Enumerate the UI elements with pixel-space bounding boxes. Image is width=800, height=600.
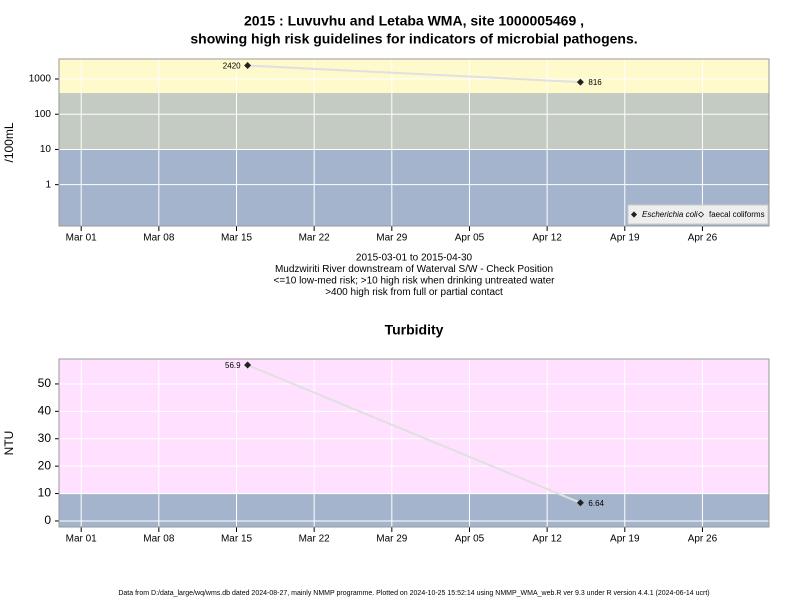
data-point: [576, 499, 584, 507]
chart-note: <=10 low-med risk; >10 high risk when dr…: [274, 276, 556, 287]
y-tick-label: 10: [40, 144, 52, 155]
legend-label: Escherichia coli: [642, 210, 698, 219]
x-tick-label: Apr 05: [455, 233, 485, 244]
chart-title: Turbidity: [385, 322, 444, 338]
data-point: [244, 61, 252, 69]
x-tick-label: Mar 01: [66, 534, 98, 545]
plot-frame: [58, 358, 770, 528]
chart-title: 2015 : Luvuvhu and Letaba WMA, site 1000…: [244, 13, 584, 29]
x-tick-label: Apr 12: [532, 534, 562, 545]
x-tick-label: Mar 22: [299, 534, 331, 545]
y-tick-label: 0: [44, 513, 51, 527]
chart-note: >400 high risk from full or partial cont…: [325, 287, 503, 298]
data-point: [244, 361, 252, 369]
data-label: 56.9: [225, 361, 241, 370]
y-tick-label: 40: [38, 404, 52, 418]
footer: Data from D:/data_large/wq/wms.db dated …: [118, 590, 709, 597]
x-tick-label: Mar 08: [143, 233, 175, 244]
chart-note: Mudzwiriti River downstream of Waterval …: [275, 264, 553, 275]
x-tick-label: Mar 29: [376, 233, 408, 244]
x-tick-label: Mar 29: [376, 534, 408, 545]
legend-label: faecal coliforms: [709, 210, 765, 219]
x-tick-label: Apr 05: [455, 534, 485, 545]
series-line: [247, 364, 581, 504]
legend-symbol: [630, 211, 638, 218]
y-tick-label: 100: [34, 109, 51, 120]
risk-band: [59, 93, 769, 150]
x-tick-label: Apr 12: [532, 233, 562, 244]
y-tick-label: 30: [38, 431, 52, 445]
y-tick-label: 1000: [29, 74, 52, 85]
legend: Escherichia coli faecal coliforms: [627, 204, 769, 225]
risk-band: [59, 359, 769, 494]
x-tick-label: Apr 19: [610, 534, 640, 545]
x-tick-label: Apr 26: [688, 534, 718, 545]
chart-title: showing high risk guidelines for indicat…: [190, 31, 637, 47]
y-axis-label: /100mL: [2, 122, 16, 162]
risk-band: [59, 493, 769, 527]
risk-band: [59, 59, 769, 94]
x-tick-label: Mar 15: [221, 534, 253, 545]
x-tick-label: Apr 26: [688, 233, 718, 244]
chart-note: 2015-03-01 to 2015-04-30: [356, 253, 473, 264]
y-tick-label: 50: [38, 376, 52, 390]
data-label: 2420: [223, 62, 241, 71]
x-tick-label: Mar 15: [221, 233, 253, 244]
x-tick-label: Mar 01: [66, 233, 98, 244]
x-tick-label: Mar 22: [299, 233, 331, 244]
y-tick-label: 1: [45, 179, 51, 190]
data-label: 6.64: [588, 499, 604, 508]
y-axis-label: NTU: [2, 431, 16, 456]
x-tick-label: Apr 19: [610, 233, 640, 244]
legend-symbol: [697, 211, 705, 218]
y-tick-label: 20: [38, 458, 52, 472]
data-point: [576, 78, 584, 86]
series-line: [247, 64, 581, 84]
y-tick-label: 10: [38, 486, 52, 500]
plot-frame: [58, 58, 770, 227]
data-label: 816: [588, 78, 602, 87]
x-tick-label: Mar 08: [143, 534, 175, 545]
